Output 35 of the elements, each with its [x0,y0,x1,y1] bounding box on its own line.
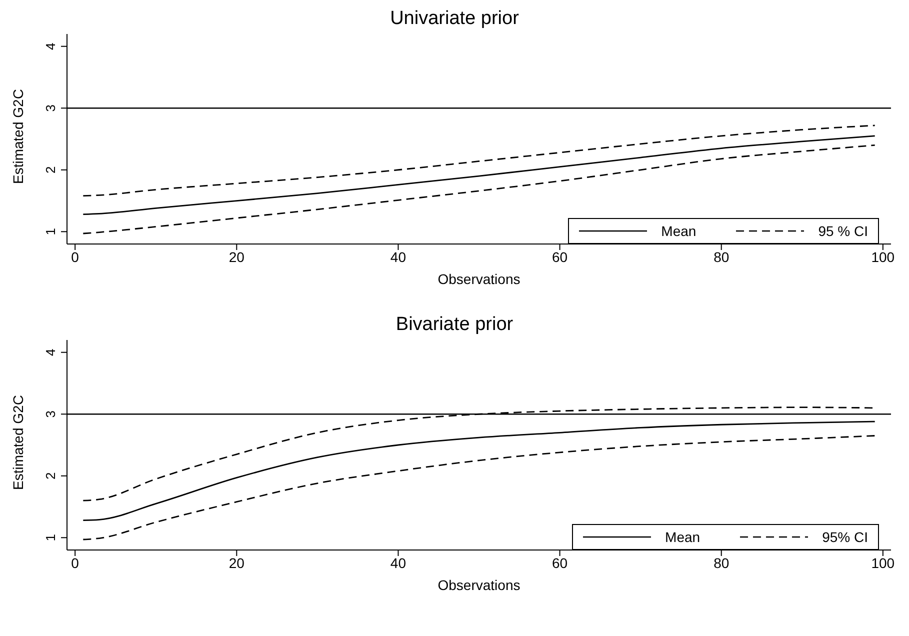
x-tick-label: 0 [71,554,80,571]
y-axis-title: Estimated G2C [10,395,26,490]
x-tick-label: 100 [871,248,895,265]
x-tick-label: 80 [714,554,730,571]
line-series [82,420,876,522]
y-tick-label: 2 [43,166,58,174]
x-tick-label: 0 [71,248,80,265]
line-series [82,124,876,197]
x-axis-title: Observations [438,271,520,287]
x-tick-label: 60 [552,248,568,265]
line-series [82,435,876,540]
y-tick-label: 4 [43,348,58,356]
x-tick-label: 40 [390,248,406,265]
x-axis-title: Observations [438,577,520,593]
x-tick-label: 100 [871,554,895,571]
legend-label: Mean [661,223,696,239]
legend-label: 95 % CI [818,223,868,239]
line-series [82,135,876,216]
x-tick-label: 20 [228,554,245,571]
line-series [82,144,876,234]
y-tick-label: 1 [43,228,58,236]
y-tick-label: 4 [43,42,58,50]
chart-title: Bivariate prior [394,314,514,336]
y-tick-label: 1 [43,534,58,542]
x-tick-label: 60 [552,554,568,571]
chart-title: Univariate prior [389,8,520,30]
x-tick-label: 80 [714,248,730,265]
legend-label: 95% CI [822,529,868,545]
y-axis-title: Estimated G2C [10,89,26,184]
y-tick-label: 2 [43,472,58,480]
y-tick-label: 3 [43,410,58,418]
x-tick-label: 40 [390,554,406,571]
legend-label: Mean [665,529,700,545]
y-tick-label: 3 [43,104,58,112]
x-tick-label: 20 [228,248,245,265]
